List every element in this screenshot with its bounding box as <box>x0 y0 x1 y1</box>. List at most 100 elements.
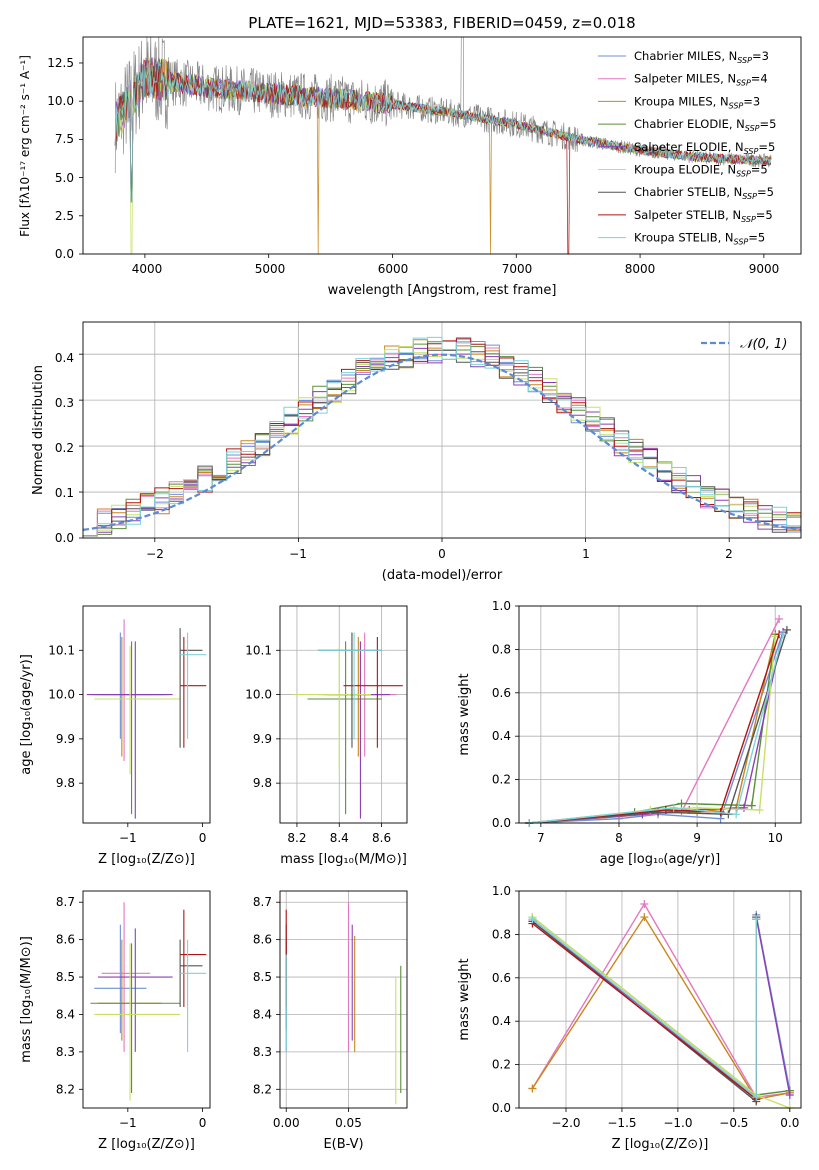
model-spectrum-line <box>114 57 772 203</box>
z_age-frame <box>82 605 211 824</box>
residuals-x-ticks: −2 −1 0 1 2 <box>146 547 733 561</box>
spectrum-y-ticks: 0.0 2.5 5.0 7.5 10.0 12.5 <box>47 56 74 261</box>
weight-series-line <box>529 634 776 824</box>
xlabel: mass [log₁₀(M/M⊙)] <box>280 852 407 867</box>
ytick-label: 8.4 <box>56 1007 75 1021</box>
legend-label: Chabrier ELODIE, NSSP=5 <box>634 117 776 133</box>
ytick-label: 9.9 <box>56 732 75 746</box>
weight-point-marker <box>528 1084 537 1093</box>
ytick-label: 8.4 <box>253 1007 272 1021</box>
residuals-ytick: 0.2 <box>55 441 74 455</box>
ytick-label: 8.3 <box>253 1045 272 1059</box>
weight-point-marker <box>640 913 649 922</box>
weight-series-line <box>529 631 784 824</box>
weight-point-marker <box>755 805 764 814</box>
legend-label: Kroupa ELODIE, NSSP=5 <box>634 163 768 179</box>
ytick-label: 0.0 <box>492 816 511 830</box>
spectrum-ytick: 12.5 <box>47 56 74 70</box>
residuals-y-ticks: 0.0 0.1 0.2 0.3 0.4 <box>55 351 74 545</box>
xtick-label: 9 <box>693 831 701 845</box>
legend-label: Chabrier STELIB, NSSP=5 <box>634 185 774 201</box>
ytick-label: 0.6 <box>492 686 511 700</box>
ytick-label: 0.8 <box>492 927 511 941</box>
ytick-label: 0.2 <box>492 773 511 787</box>
residuals-plot-area <box>79 322 802 542</box>
spectrum-ytick: 2.5 <box>55 209 74 223</box>
legend-label: Salpeter MILES, NSSP=4 <box>634 72 768 88</box>
xtick-label: −2.0 <box>551 1116 580 1130</box>
xtick-label: 0.0 <box>780 1116 799 1130</box>
residuals-xtick: 1 <box>582 547 590 561</box>
ylabel: mass [log₁₀(M/M⊙)] <box>19 936 34 1063</box>
ytick-label: 8.2 <box>253 1082 272 1096</box>
age_weight-frame <box>518 605 802 824</box>
ytick-label: 0.6 <box>492 971 511 985</box>
residuals-panel: −2 −1 0 1 2 0.0 0.1 0.2 0.3 0.4 (data-mo… <box>31 321 802 583</box>
mass-age-panel: 8.2 8.4 8.6 9.8 9.9 10.0 10.1 mass [log₁₀(M/M⊙)… <box>245 605 408 867</box>
ytick-label: 8.2 <box>56 1082 75 1096</box>
xtick-label: −1 <box>119 1116 137 1130</box>
ytick-label: 0.2 <box>492 1058 511 1072</box>
ebv-mass-panel: 0.00 0.05 8.2 8.3 8.4 8.5 8.6 8.7 E(B-V) <box>253 890 408 1152</box>
ytick-label: 8.7 <box>56 895 75 909</box>
xtick-label: 0 <box>199 831 207 845</box>
z-mass-panel: −1 0 8.2 8.3 8.4 8.5 8.6 8.7 Z [log₁₀(Z/Z⊙)] mass… <box>19 890 211 1152</box>
weight-series-line <box>529 634 784 824</box>
ytick-label: 0.4 <box>492 729 511 743</box>
spectrum-ytick: 5.0 <box>55 171 74 185</box>
z_mass-frame <box>82 890 211 1109</box>
spectrum-xtick: 6000 <box>378 262 409 276</box>
residuals-frame <box>82 321 802 539</box>
weight-point-marker <box>732 810 741 819</box>
legend-label: Kroupa STELIB, NSSP=5 <box>634 231 765 247</box>
weight-point-marker <box>747 801 756 810</box>
weight-point-marker <box>677 799 686 808</box>
normal-curve-line <box>82 353 802 531</box>
weight-series-line <box>531 914 791 1101</box>
spectrum-xtick: 8000 <box>625 262 656 276</box>
ytick-label: 10.1 <box>48 643 75 657</box>
xlabel: E(B-V) <box>323 1137 363 1152</box>
ytick-label: 9.8 <box>253 776 272 790</box>
xtick-label: 8.2 <box>287 831 306 845</box>
residuals-ytick: 0.4 <box>55 351 74 365</box>
ytick-label: 0.4 <box>492 1014 511 1028</box>
xtick-label: 8 <box>615 831 623 845</box>
ytick-label: 8.3 <box>56 1045 75 1059</box>
spectrum-frame <box>82 36 802 255</box>
weight-series-line <box>529 634 776 824</box>
spectrum-ylabel: Flux [fλ10⁻¹⁷ erg cm⁻² s⁻¹ A⁻¹] <box>18 55 32 237</box>
spectrum-title: PLATE=1621, MJD=53383, FIBERID=0459, z=0… <box>248 14 635 32</box>
xtick-label: 0.00 <box>273 1116 300 1130</box>
spectrum-ytick: 0.0 <box>55 247 74 261</box>
ytick-label: 8.6 <box>253 933 272 947</box>
residuals-legend: 𝒩(0, 1) <box>701 337 787 352</box>
residuals-ytick: 0.3 <box>55 396 74 410</box>
ytick-label: 10.0 <box>245 688 272 702</box>
xtick-label: 8.4 <box>330 831 349 845</box>
ytick-label: 8.5 <box>56 970 75 984</box>
weight-point-marker <box>528 915 537 924</box>
xtick-label: 0 <box>199 1116 207 1130</box>
ytick-label: 8.7 <box>253 895 272 909</box>
residuals-xtick: −2 <box>146 547 164 561</box>
spectrum-xtick: 4000 <box>132 262 163 276</box>
ytick-label: 10.1 <box>245 643 272 657</box>
xlabel: Z [log₁₀(Z/Z⊙)] <box>98 852 195 867</box>
normal-curve-legend-label: 𝒩(0, 1) <box>740 337 787 352</box>
spectrum-xtick: 5000 <box>255 262 286 276</box>
residuals-ytick: 0.1 <box>55 486 74 500</box>
ytick-label: 1.0 <box>492 599 511 613</box>
xtick-label: 8.6 <box>372 831 391 845</box>
xtick-label: 7 <box>537 831 545 845</box>
ytick-label: 0.0 <box>492 1101 511 1115</box>
weight-series-line <box>531 902 790 1098</box>
weight-point-marker <box>739 803 748 812</box>
legend-label: Kroupa MILES, NSSP=3 <box>634 94 760 110</box>
residuals-xtick: 2 <box>725 547 733 561</box>
small-panels: −1 0 9.8 9.9 10.0 10.1 Z [log₁₀(Z/Z⊙)] age [log… <box>19 599 802 1152</box>
ytick-label: 10.0 <box>48 688 75 702</box>
weight-point-marker <box>661 805 670 814</box>
ylabel: mass weight <box>457 673 472 755</box>
